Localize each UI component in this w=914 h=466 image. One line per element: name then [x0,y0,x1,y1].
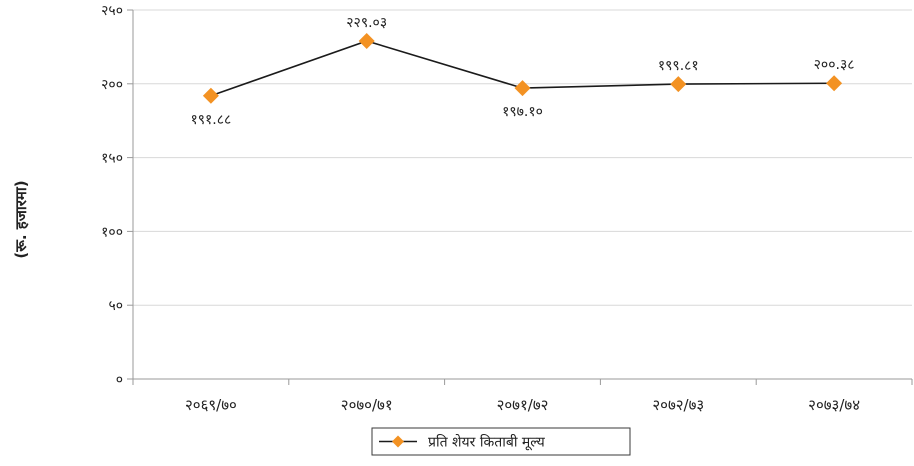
x-tick-label: २०७१/७२ [497,396,549,414]
legend-diamond-swatch [392,435,404,448]
x-tick-label: २०७०/७१ [341,396,393,414]
data-labels: १९१.८८ २२९.०३ १९७.१० १९९.८१ २००.३८ [190,15,854,128]
y-tick-label: २५० [101,3,123,19]
data-label: १९९.८१ [658,58,699,74]
gridlines [133,9,912,306]
y-axis-title: (रू. हजारमा) [12,180,30,258]
data-label: २००.३८ [814,57,855,73]
data-point-marker [670,76,687,93]
x-tick-labels: २०६९/७० २०७०/७१ २०७१/७२ २०७२/७३ २०७३/७४ [185,396,860,414]
axes [127,9,913,385]
legend-series-label: प्रति शेयर किताबी मूल्य [428,434,546,451]
data-label: २२९.०३ [346,15,387,31]
y-tick-label: ० [116,372,123,388]
y-tick-label: १५० [101,151,123,167]
data-label: १९१.८८ [190,112,231,128]
y-tick-labels: ० ५० १०० १५० २०० २५० [101,3,123,388]
data-point-marker [358,32,375,49]
y-axis-title-group: (रू. हजारमा) [12,180,30,258]
data-point-marker [202,87,219,104]
x-tick-label: २०६९/७० [185,396,237,414]
x-tick-label: २०७३/७४ [808,396,860,414]
data-point-marker [826,75,843,92]
y-tick-label: ५० [108,298,123,314]
y-tick-label: १०० [101,224,123,240]
y-tick-label: २०० [101,77,123,93]
data-point-marker [514,80,531,97]
legend: प्रति शेयर किताबी मूल्य [371,427,631,456]
series [202,32,843,104]
data-label: १९७.१० [502,104,543,120]
x-tick-label: २०७२/७३ [652,396,704,414]
